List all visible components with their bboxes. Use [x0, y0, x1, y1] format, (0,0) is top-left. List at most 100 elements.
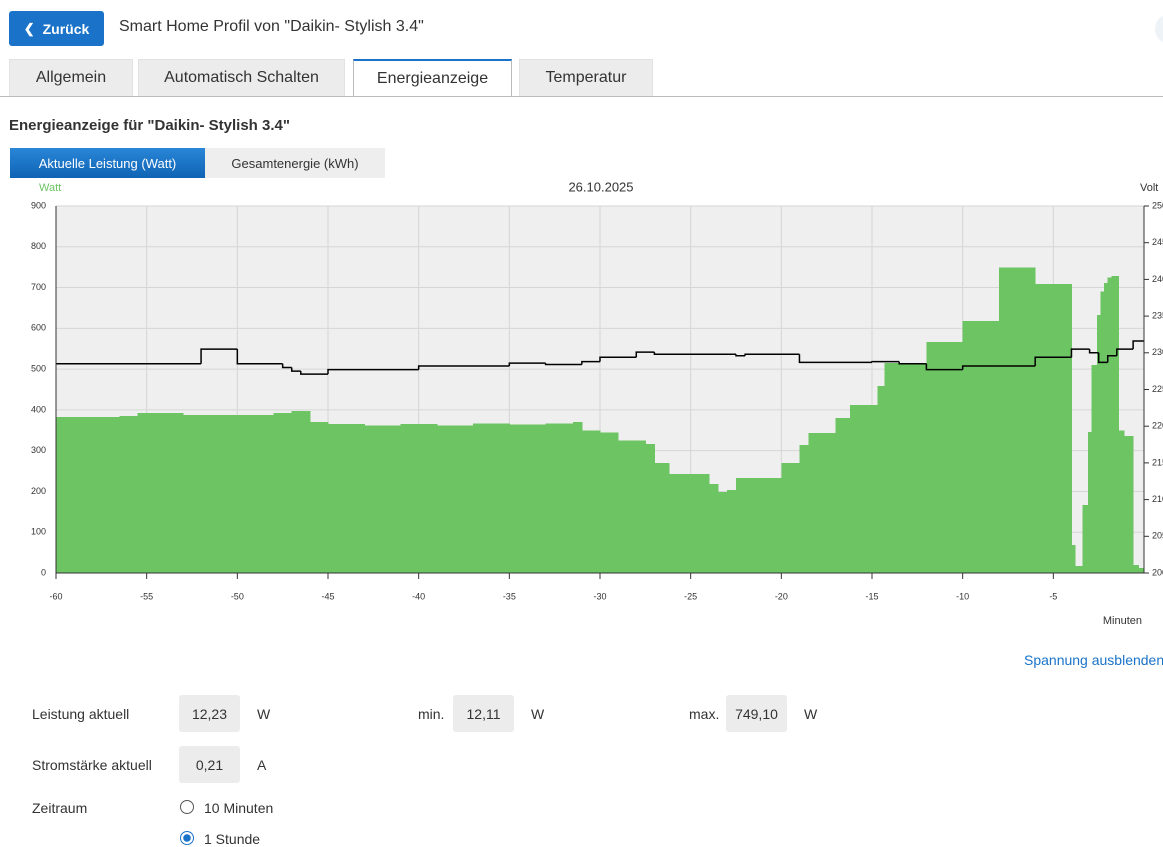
value-box: 0,21: [179, 746, 240, 783]
field-label: Zeitraum: [32, 800, 88, 816]
voltage-step: [1034, 356, 1072, 367]
y2-tick-label: 250: [1152, 200, 1163, 210]
power-step: [926, 342, 964, 573]
voltage-step: [1088, 349, 1099, 354]
power-step: [1071, 544, 1076, 573]
voltage-step: [290, 367, 301, 372]
radio-label[interactable]: 10 Minuten: [204, 800, 274, 816]
y-tick-label: 800: [31, 241, 46, 251]
y2-tick-label: 240: [1152, 274, 1163, 284]
power-step: [884, 362, 927, 573]
x-tick-label: -10: [956, 591, 969, 601]
voltage-step: [635, 351, 655, 358]
power-step: [309, 422, 329, 573]
y-tick-label: 100: [31, 527, 46, 537]
power-step: [600, 432, 619, 573]
voltage-step: [544, 363, 582, 366]
power-step: [1082, 504, 1089, 573]
back-label: Zurück: [42, 20, 90, 37]
tab[interactable]: Allgemein: [9, 59, 133, 96]
power-step: [1133, 564, 1140, 573]
x-tick-label: -50: [231, 591, 244, 601]
voltage-step: [417, 365, 510, 370]
voltage-step: [1132, 340, 1144, 350]
x-axis-label: Minuten: [1103, 615, 1142, 627]
power-step: [545, 423, 574, 573]
page-title: Smart Home Profil von "Daikin- Stylish 3…: [119, 18, 424, 35]
power-step: [850, 404, 878, 573]
x-tick-label: -35: [503, 591, 516, 601]
power-step: [1104, 283, 1109, 573]
power-step: [1087, 431, 1092, 573]
x-tick-label: -30: [593, 591, 606, 601]
power-step: [1138, 568, 1145, 573]
radio-label[interactable]: 1 Stunde: [204, 831, 261, 847]
voltage-step: [1116, 348, 1134, 356]
power-step: [708, 484, 719, 573]
power-step: [1118, 430, 1125, 573]
y2-tick-label: 225: [1152, 384, 1163, 394]
back-button[interactable]: ❮ Zurück: [9, 11, 104, 46]
power-step: [509, 424, 547, 573]
power-step: [781, 462, 800, 573]
voltage-step: [200, 348, 238, 364]
power-step: [618, 440, 646, 573]
y2-tick-label: 205: [1152, 531, 1163, 541]
power-step: [400, 423, 438, 573]
x-tick-label: -55: [140, 591, 153, 601]
y-tick-label: 600: [31, 323, 46, 333]
voltage-step: [871, 360, 900, 363]
voltage-step: [300, 371, 328, 375]
y2-tick-label: 220: [1152, 421, 1163, 431]
x-tick-label: -5: [1049, 591, 1057, 601]
unit: W: [804, 706, 818, 722]
power-step: [645, 444, 655, 573]
power-step: [436, 425, 474, 573]
voltage-step: [1106, 354, 1117, 363]
voltage-step: [236, 349, 283, 365]
voltage-step: [327, 368, 419, 375]
y2-tick-label: 245: [1152, 237, 1163, 247]
chart-tab[interactable]: Aktuelle Leistung (Watt): [10, 148, 205, 178]
power-step: [717, 491, 728, 573]
power-step: [726, 489, 737, 573]
x-tick-label: -40: [412, 591, 425, 601]
voltage-step: [1097, 352, 1108, 364]
y-tick-label: 400: [31, 404, 46, 414]
chart-tab[interactable]: Gesamtenergie (kWh): [205, 148, 385, 178]
power-step: [273, 413, 293, 573]
power-step: [1075, 566, 1083, 573]
power-step: [877, 386, 886, 573]
radio[interactable]: [180, 800, 194, 814]
tab[interactable]: Temperatur: [519, 59, 653, 96]
tab-rule: [0, 96, 1163, 97]
y2-tick-label: 215: [1152, 457, 1163, 467]
voltage-step: [281, 363, 292, 369]
tab[interactable]: Energieanzeige: [353, 59, 512, 97]
power-step: [1035, 283, 1072, 573]
unit: A: [257, 757, 267, 773]
value-box: 12,11: [453, 695, 514, 732]
power-step: [119, 416, 139, 573]
value-box: 12,23: [179, 695, 240, 732]
voltage-step: [1070, 348, 1090, 358]
power-step: [668, 473, 710, 573]
unit: W: [531, 706, 545, 722]
field-label: Stromstärke aktuell: [32, 757, 152, 773]
y-tick-label: 700: [31, 282, 46, 292]
power-step: [137, 413, 184, 573]
voltage-toggle[interactable]: Spannung ausblenden: [1024, 652, 1163, 668]
power-step: [473, 423, 510, 573]
power-step: [581, 430, 601, 573]
voltage-step: [798, 354, 872, 364]
chart: Watt 26.10.2025 Volt Minuten 0 100 200 300 4…: [31, 179, 1163, 627]
power-step: [1124, 435, 1134, 573]
power-step: [1091, 365, 1098, 573]
y2-tick-label: 235: [1152, 310, 1163, 320]
y-tick-label: 0: [41, 567, 46, 577]
radio[interactable]: [180, 831, 194, 845]
y-tick-label: 300: [31, 445, 46, 455]
unit: W: [257, 706, 271, 722]
tab[interactable]: Automatisch Schalten: [138, 59, 345, 96]
